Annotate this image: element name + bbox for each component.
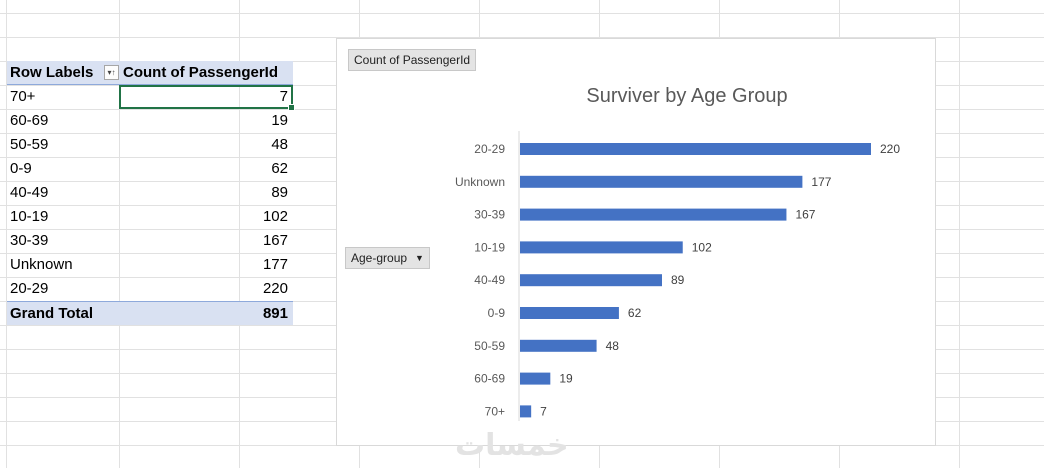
pivot-row-label: 70+	[10, 88, 36, 105]
axis-field-label: Age-group	[351, 251, 408, 265]
category-label: 60-69	[474, 372, 505, 386]
count-header[interactable]: Count of PassengerId	[123, 64, 279, 81]
chart-title: Surviver by Age Group	[586, 85, 788, 107]
pivot-row-label: Unknown	[10, 256, 73, 273]
grand-total-value: 891	[262, 305, 288, 322]
data-label: 89	[671, 273, 685, 287]
pivot-chart[interactable]: Count of PassengerId Surviver by Age Gro…	[336, 38, 936, 446]
bar[interactable]	[520, 241, 683, 254]
dropdown-arrow-icon: ▼	[415, 253, 424, 263]
data-label: 177	[811, 175, 831, 189]
pivot-row[interactable]: 40-49 89	[7, 181, 293, 205]
bar[interactable]	[520, 372, 551, 385]
bar[interactable]	[520, 405, 532, 418]
pivot-row-value: 167	[262, 232, 288, 249]
data-label: 167	[795, 208, 815, 222]
pivot-header-row: Row Labels ▾↑ Count of PassengerId	[7, 61, 293, 85]
pivot-row-label: 50-59	[10, 136, 49, 153]
pivot-row-value: 19	[271, 112, 288, 129]
filter-sort-icon[interactable]: ▾↑	[104, 65, 119, 80]
pivot-row[interactable]: 0-9 62	[7, 157, 293, 181]
pivot-row-label: 0-9	[10, 160, 32, 177]
pivot-row-label: 40-49	[10, 184, 49, 201]
pivot-row[interactable]: 70+ 7	[7, 85, 295, 111]
category-label: 0-9	[488, 306, 506, 320]
pivot-table: Row Labels ▾↑ Count of PassengerId 70+ 7 6…	[7, 61, 295, 325]
bar[interactable]	[520, 175, 803, 188]
category-label: 10-19	[474, 240, 505, 254]
pivot-row-value: 7	[279, 88, 288, 105]
pivot-row-value: 89	[271, 184, 288, 201]
pivot-row-label: 60-69	[10, 112, 49, 129]
data-label: 19	[559, 372, 573, 386]
value-field-button[interactable]: Count of PassengerId	[348, 49, 477, 71]
category-label: Unknown	[455, 175, 505, 189]
pivot-row-value: 102	[262, 208, 288, 225]
pivot-row-label: 20-29	[10, 280, 49, 297]
data-label: 102	[692, 240, 712, 254]
pivot-rows: 70+ 7 60-69 19 50-59 48 0-9 62 40-49 89 10-19 102 30…	[7, 85, 295, 301]
category-label: 40-49	[474, 273, 505, 287]
pivot-row-label: 10-19	[10, 208, 49, 225]
grand-total-row[interactable]: Grand Total 891	[7, 301, 293, 325]
bar[interactable]	[520, 143, 871, 155]
category-label: 30-39	[474, 208, 505, 222]
grand-total-label: Grand Total	[10, 305, 94, 322]
bar[interactable]	[520, 307, 619, 319]
category-label: 20-29	[474, 142, 505, 156]
bar[interactable]	[520, 339, 597, 352]
pivot-row-value: 177	[262, 256, 288, 273]
bar[interactable]	[520, 274, 662, 287]
pivot-row-value: 62	[271, 160, 288, 177]
data-label: 62	[628, 306, 642, 320]
pivot-row-value: 220	[262, 280, 288, 297]
category-label: 50-59	[474, 339, 505, 353]
data-label: 220	[880, 142, 900, 156]
data-label: 7	[540, 404, 547, 418]
pivot-row-label: 30-39	[10, 232, 49, 249]
bar[interactable]	[520, 208, 787, 221]
axis-field-button[interactable]: Age-group ▼	[345, 247, 430, 269]
pivot-row[interactable]: 50-59 48	[7, 133, 293, 157]
pivot-row[interactable]: 30-39 167	[7, 229, 293, 253]
pivot-row-value: 48	[271, 136, 288, 153]
pivot-row[interactable]: 10-19 102	[7, 205, 293, 229]
row-labels-header[interactable]: Row Labels ▾↑	[7, 61, 119, 84]
data-label: 48	[606, 339, 620, 353]
pivot-row[interactable]: 20-29 220	[7, 277, 293, 301]
watermark-logo: خمسات	[455, 428, 569, 463]
category-label: 70+	[485, 404, 505, 418]
pivot-row[interactable]: 60-69 19	[7, 109, 293, 133]
pivot-row[interactable]: Unknown 177	[7, 253, 293, 277]
column-a	[0, 0, 7, 468]
bar-chart-plot: 20-29 220 Unknown 177 30-39 167 10-19 102 40-49 8…	[455, 131, 900, 421]
